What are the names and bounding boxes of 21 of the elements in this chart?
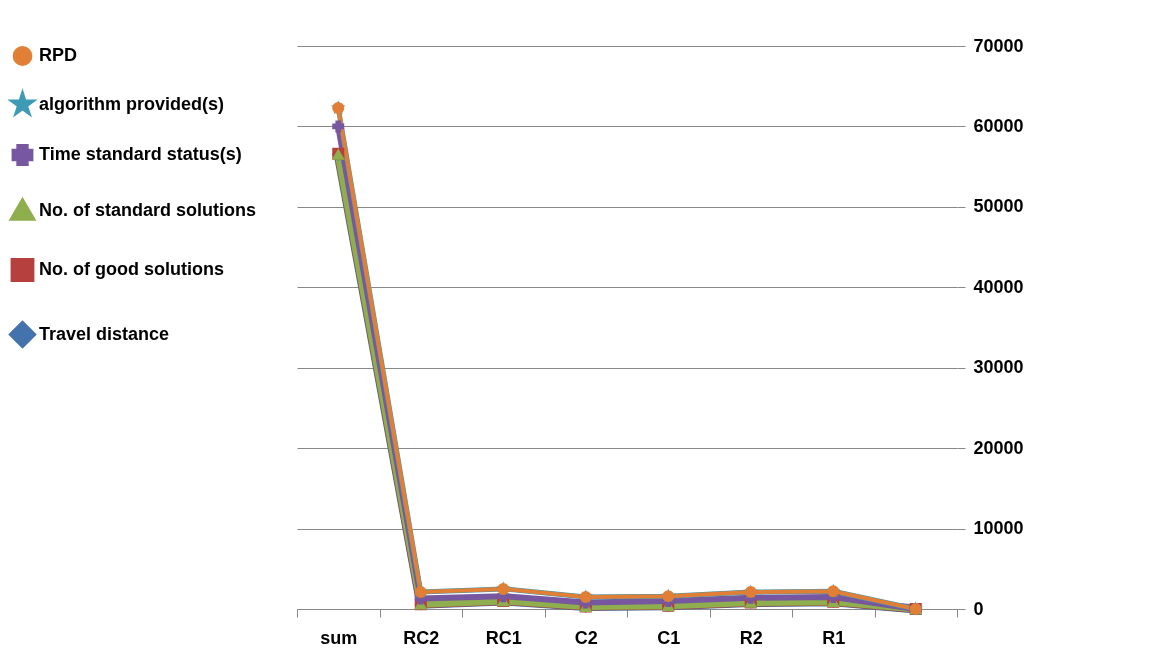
legend-label: RPD — [39, 45, 78, 65]
legend-label: algorithm provided(s) — [39, 93, 225, 114]
y-tick-label: 30000 — [973, 357, 1024, 378]
x-tick-label: R1 — [822, 627, 846, 648]
x-tick-label: sum — [320, 627, 358, 648]
y-tick-label: 10000 — [973, 518, 1024, 539]
x-tick-label: C2 — [574, 627, 598, 648]
y-tick-label: 40000 — [973, 276, 1024, 297]
y-tick-label: 0 — [973, 598, 984, 619]
y-tick-label: 20000 — [973, 437, 1024, 458]
y-tick-label: 70000 — [973, 35, 1024, 56]
x-tick-label: RC2 — [403, 627, 440, 648]
legend-label: No. of standard solutions — [39, 199, 257, 220]
x-tick-label: R2 — [739, 627, 763, 648]
y-tick-label: 50000 — [973, 196, 1024, 217]
y-tick-label: 60000 — [973, 115, 1024, 136]
x-tick-label: C1 — [657, 627, 681, 648]
legend-label: No. of good solutions — [39, 259, 224, 279]
legend-label: Travel distance — [39, 323, 170, 344]
x-tick-label: RC1 — [485, 627, 522, 648]
legend-label: Time standard status(s) — [39, 144, 242, 164]
